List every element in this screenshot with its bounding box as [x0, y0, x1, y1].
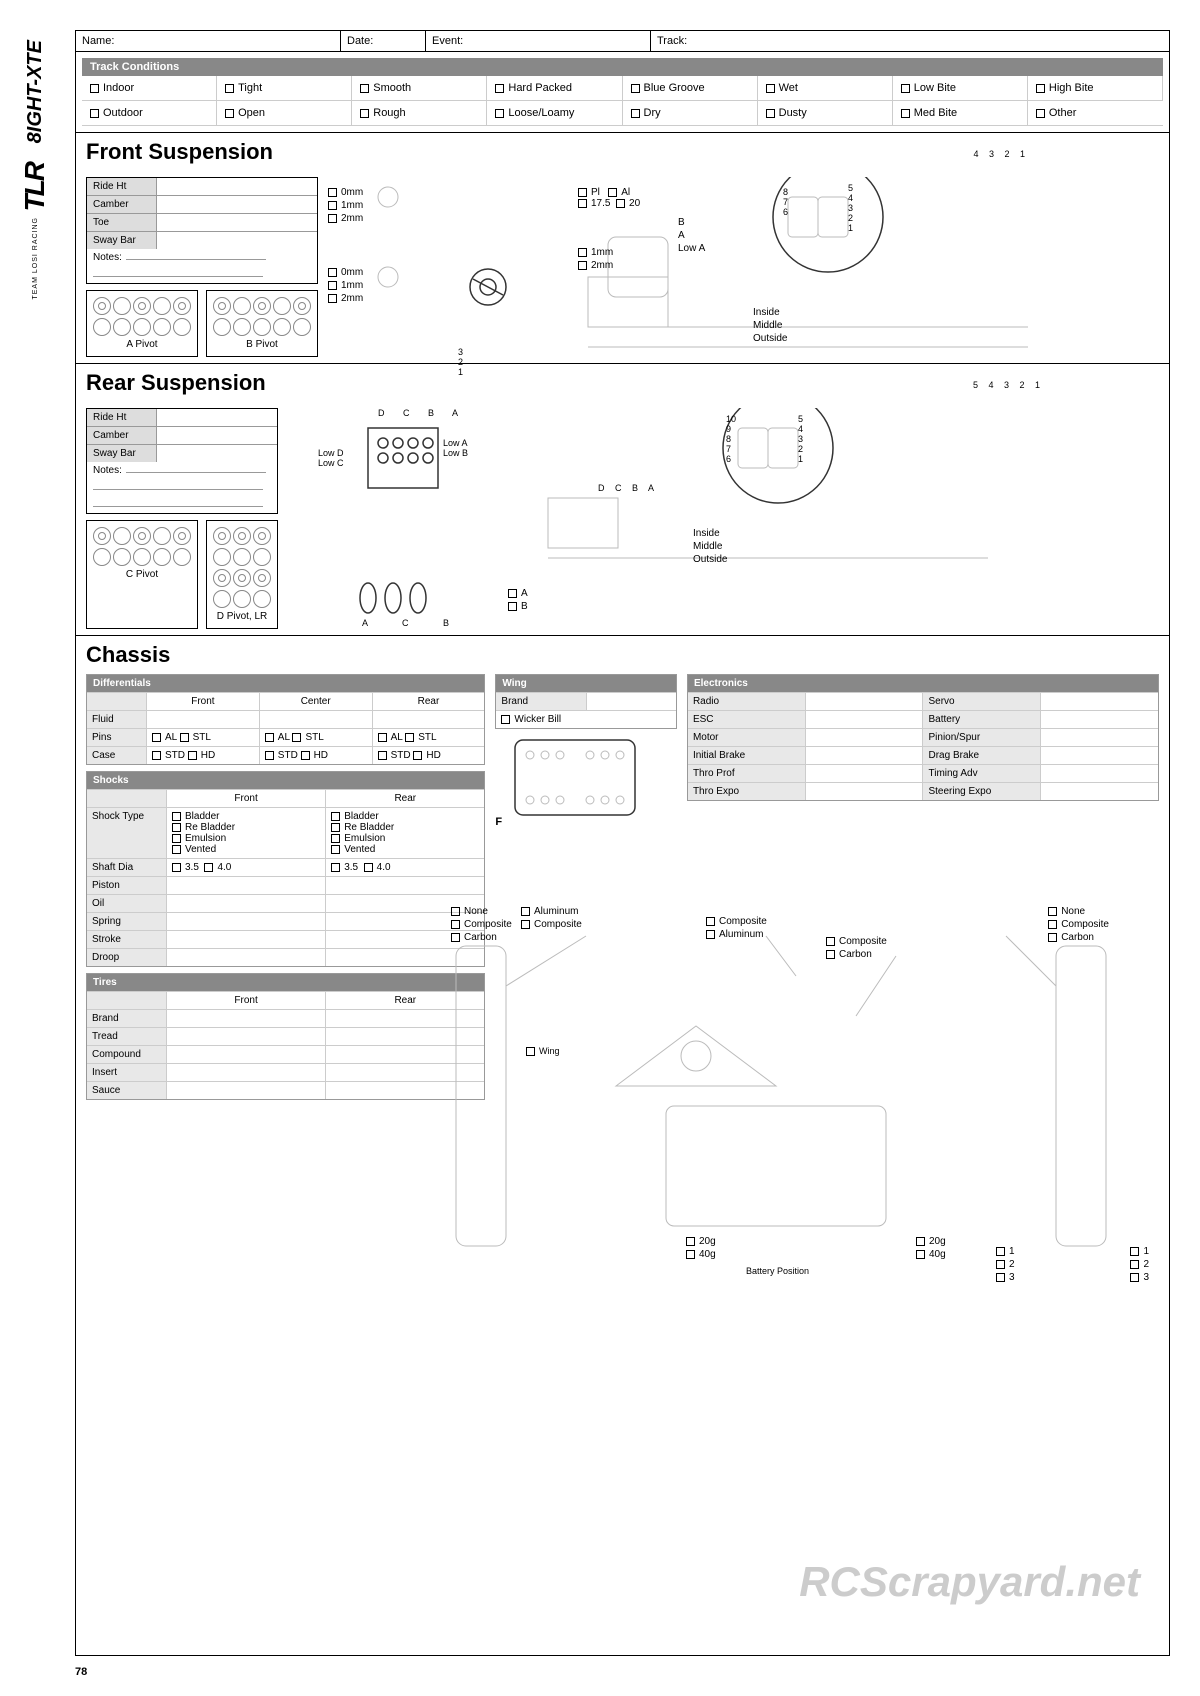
- model-text: 8IGHT-XTE: [24, 40, 47, 143]
- logo-main: TLR: [19, 163, 51, 211]
- battery-label: Battery Position: [746, 1266, 809, 1276]
- track-conditions: Track Conditions IndoorTightSmoothHard P…: [82, 58, 1163, 126]
- cond-option[interactable]: Other: [1028, 101, 1163, 126]
- date-field[interactable]: Date:: [341, 31, 426, 51]
- cond-option[interactable]: Open: [217, 101, 352, 126]
- cond-option[interactable]: Dry: [623, 101, 758, 126]
- track-field[interactable]: Track:: [651, 31, 1169, 51]
- cond-option[interactable]: Loose/Loamy: [487, 101, 622, 126]
- track-cond-title: Track Conditions: [82, 58, 1163, 76]
- event-field[interactable]: Event:: [426, 31, 651, 51]
- wing-diagram: F: [495, 735, 677, 828]
- d-pivot-box: D Pivot, LR: [206, 520, 278, 629]
- cond-option[interactable]: Wet: [758, 76, 893, 101]
- logo-sidebar: 8IGHT-XTE TLR TEAM LOSI RACING: [5, 30, 65, 1656]
- name-field[interactable]: Name:: [76, 31, 341, 51]
- info-header: Name: Date: Event: Track:: [76, 31, 1169, 52]
- cond-option[interactable]: Low Bite: [893, 76, 1028, 101]
- cond-option[interactable]: Indoor: [82, 76, 217, 101]
- cond-option[interactable]: Tight: [217, 76, 352, 101]
- cond-grid: IndoorTightSmoothHard PackedBlue GrooveW…: [82, 76, 1163, 126]
- front-params-table: Ride HtCamberToeSway Bar Notes:: [86, 177, 318, 284]
- rear-params-table: Ride HtCamberSway Bar Notes:: [86, 408, 278, 514]
- chassis-section: Chassis Differentials FrontCenterRear Fl…: [76, 635, 1169, 1286]
- diff-table: Differentials FrontCenterRear FluidPinsA…: [86, 674, 485, 765]
- front-suspension-section: Front Suspension Ride HtCamberToeSway Ba…: [76, 132, 1169, 363]
- pivot-a-label: A Pivot: [93, 339, 191, 350]
- notes-label: Notes:: [93, 252, 122, 263]
- wing-table: Wing Brand Wicker Bill: [495, 674, 677, 729]
- cond-option[interactable]: Outdoor: [82, 101, 217, 126]
- logo-sub: TEAM LOSI RACING: [32, 217, 39, 300]
- cond-option[interactable]: High Bite: [1028, 76, 1163, 101]
- front-diagram: 0mm1mm2mm 0mm1mm2mm Pl Al 17.5 20 1mm 2m…: [328, 177, 1159, 357]
- notes-line[interactable]: [126, 259, 266, 260]
- rear-diagram: D C B A Low D Low C Low A Low B D C B A …: [288, 408, 1159, 629]
- c-pivot-box: C Pivot: [86, 520, 198, 629]
- cond-option[interactable]: Hard Packed: [487, 76, 622, 101]
- cond-option[interactable]: Smooth: [352, 76, 487, 101]
- f-label: F: [495, 816, 502, 828]
- b-pivot-box: B Pivot: [206, 290, 318, 357]
- cond-option[interactable]: Rough: [352, 101, 487, 126]
- cond-option[interactable]: Med Bite: [893, 101, 1028, 126]
- electronics-table: Electronics RadioServoESCBatteryMotorPin…: [687, 674, 1159, 801]
- chassis-diagram: NoneCompositeCarbonCompositeAluminum Com…: [416, 906, 1169, 1286]
- pivot-b-label: B Pivot: [213, 339, 311, 350]
- a-pivot-box: A Pivot: [86, 290, 198, 357]
- page-number: 78: [75, 1666, 87, 1678]
- cond-option[interactable]: Dusty: [758, 101, 893, 126]
- page-frame: Name: Date: Event: Track: Track Conditio…: [75, 30, 1170, 1656]
- cond-option[interactable]: Blue Groove: [623, 76, 758, 101]
